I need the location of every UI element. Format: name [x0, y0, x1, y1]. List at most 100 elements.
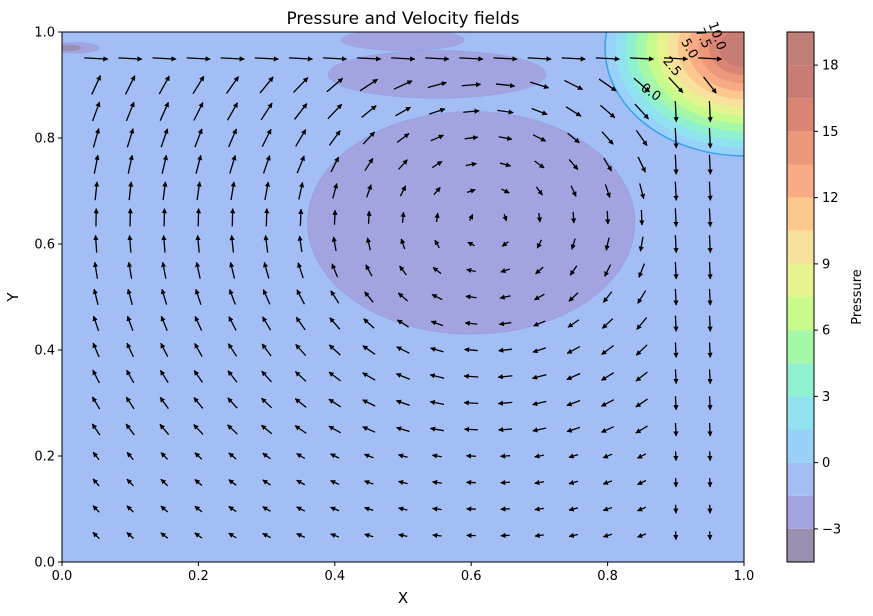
- velocity-arrow: [568, 479, 579, 486]
- velocity-arrow: [536, 212, 542, 223]
- velocity-arrow: [366, 184, 373, 198]
- plot-area: 0.02.55.07.510.0: [61, 20, 745, 563]
- velocity-arrow: [220, 56, 245, 62]
- velocity-arrow: [425, 56, 450, 62]
- velocity-arrow: [536, 239, 543, 249]
- velocity-arrow: [431, 453, 442, 459]
- velocity-arrow: [364, 291, 374, 303]
- velocity-arrow: [532, 347, 547, 354]
- colorbar-tick-label: 3: [822, 390, 830, 405]
- velocity-arrow: [263, 261, 270, 279]
- velocity-arrow: [160, 452, 169, 460]
- velocity-arrow: [431, 160, 443, 169]
- velocity-arrow: [707, 101, 713, 123]
- velocity-arrow: [432, 266, 442, 275]
- velocity-arrow: [328, 371, 341, 382]
- colorbar-band: [787, 230, 814, 264]
- velocity-arrow: [429, 373, 445, 379]
- velocity-arrow: [673, 101, 679, 123]
- velocity-arrow: [186, 56, 211, 62]
- velocity-arrow: [366, 237, 372, 251]
- colorbar-band: [787, 429, 814, 463]
- velocity-arrow: [668, 76, 684, 94]
- velocity-arrow: [561, 56, 586, 62]
- velocity-arrow: [602, 532, 613, 538]
- velocity-arrow: [566, 426, 581, 433]
- velocity-arrow: [673, 342, 679, 358]
- velocity-arrow: [92, 478, 100, 487]
- velocity-arrow: [288, 56, 314, 62]
- velocity-arrow: [296, 506, 306, 512]
- velocity-arrow: [397, 479, 408, 486]
- velocity-arrow: [673, 262, 679, 280]
- velocity-arrow: [361, 105, 377, 118]
- velocity-arrow: [393, 80, 413, 90]
- velocity-arrow: [363, 480, 374, 485]
- velocity-arrow: [362, 131, 376, 145]
- velocity-arrow: [595, 56, 620, 62]
- velocity-arrow: [194, 478, 203, 487]
- velocity-arrow: [673, 315, 679, 332]
- colorbar-band: [787, 297, 814, 331]
- velocity-arrow: [463, 108, 480, 114]
- velocity-arrow: [92, 451, 100, 461]
- velocity-arrow: [362, 345, 376, 355]
- velocity-arrow: [118, 56, 143, 62]
- velocity-arrow: [126, 451, 134, 461]
- y-axis: 0.0 0.2 0.4 0.6 0.8 1.0: [34, 26, 62, 571]
- velocity-arrow: [501, 241, 509, 247]
- velocity-arrow: [228, 505, 237, 513]
- velocity-arrow: [330, 453, 340, 459]
- velocity-arrow: [357, 56, 382, 62]
- velocity-arrow: [637, 506, 647, 512]
- velocity-arrow: [297, 235, 303, 253]
- low-pressure-region: [307, 111, 636, 335]
- colorbar-band: [787, 197, 814, 231]
- velocity-arrow: [264, 181, 270, 201]
- velocity-arrow: [294, 425, 307, 434]
- velocity-arrow: [192, 75, 205, 95]
- x-tick-label: 1.0: [734, 569, 755, 584]
- velocity-arrow: [126, 532, 134, 539]
- velocity-arrow: [331, 236, 337, 252]
- velocity-arrow: [261, 370, 272, 383]
- colorbar-band: [787, 65, 814, 99]
- velocity-arrow: [532, 134, 547, 142]
- velocity-arrow: [568, 532, 579, 538]
- velocity-arrow: [91, 75, 102, 95]
- velocity-arrow: [429, 399, 445, 406]
- velocity-arrow: [602, 453, 613, 459]
- chart-title: Pressure and Velocity fields: [286, 9, 519, 29]
- y-tick-label: 0.0: [34, 556, 55, 571]
- velocity-arrow: [262, 155, 271, 174]
- velocity-arrow: [500, 268, 510, 273]
- velocity-arrow: [193, 370, 204, 383]
- velocity-arrow: [707, 342, 713, 358]
- velocity-arrow: [397, 453, 408, 459]
- velocity-arrow: [639, 183, 646, 200]
- velocity-arrow: [327, 103, 343, 120]
- velocity-arrow: [92, 128, 100, 148]
- velocity-arrow: [195, 261, 201, 279]
- velocity-arrow: [194, 343, 203, 357]
- velocity-arrow: [128, 181, 134, 201]
- velocity-arrow: [673, 422, 679, 437]
- velocity-arrow: [329, 317, 341, 330]
- colorbar-tick-label: 0: [822, 456, 830, 471]
- velocity-arrow: [637, 290, 647, 304]
- velocity-arrow: [568, 292, 579, 302]
- velocity-arrow: [160, 288, 168, 305]
- velocity-arrow: [570, 211, 577, 224]
- pressure-contours: [62, 32, 744, 335]
- velocity-arrow: [194, 288, 202, 305]
- velocity-arrow: [498, 347, 512, 353]
- x-tick-label: 0.2: [188, 569, 209, 584]
- velocity-arrow: [152, 56, 177, 62]
- velocity-arrow: [532, 400, 547, 407]
- velocity-arrow: [604, 237, 610, 251]
- colorbar-band: [787, 131, 814, 165]
- velocity-arrow: [463, 400, 479, 406]
- velocity-arrow: [160, 532, 169, 539]
- velocity-arrow: [294, 371, 307, 382]
- velocity-arrow: [93, 234, 99, 253]
